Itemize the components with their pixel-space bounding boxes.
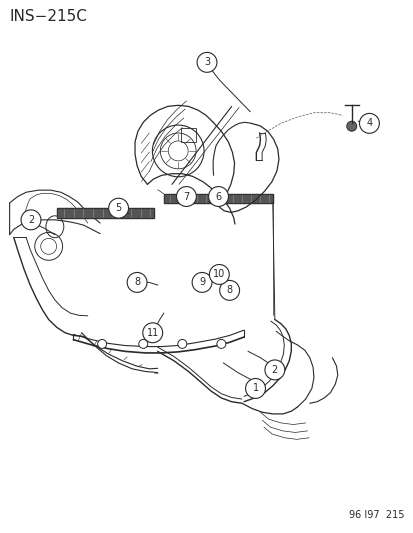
Circle shape [197,52,216,72]
Text: 2: 2 [271,365,277,375]
Circle shape [192,272,211,293]
Circle shape [178,340,186,349]
Circle shape [264,360,284,380]
Circle shape [245,378,265,398]
Circle shape [97,340,107,349]
Polygon shape [164,194,272,203]
Circle shape [142,323,162,343]
Text: 11: 11 [146,328,159,338]
Circle shape [127,272,147,293]
Circle shape [21,210,41,230]
Circle shape [358,114,378,133]
Circle shape [346,121,356,131]
Text: 9: 9 [199,277,204,287]
Circle shape [138,340,147,349]
Text: 96 I97  215: 96 I97 215 [348,510,404,520]
Text: 2: 2 [28,215,34,225]
Polygon shape [57,208,153,217]
Circle shape [209,264,229,285]
Text: 10: 10 [213,270,225,279]
Text: 8: 8 [134,277,140,287]
Circle shape [219,280,239,300]
Text: INS−215C: INS−215C [9,10,87,25]
Text: 6: 6 [215,191,221,201]
Circle shape [176,187,196,206]
Text: 1: 1 [252,383,258,393]
Text: 8: 8 [226,285,232,295]
Circle shape [216,340,225,349]
Text: 3: 3 [204,58,209,67]
Text: 5: 5 [115,203,121,213]
Circle shape [108,198,128,218]
Circle shape [208,187,228,206]
Text: 4: 4 [366,118,372,128]
Text: 7: 7 [183,191,189,201]
